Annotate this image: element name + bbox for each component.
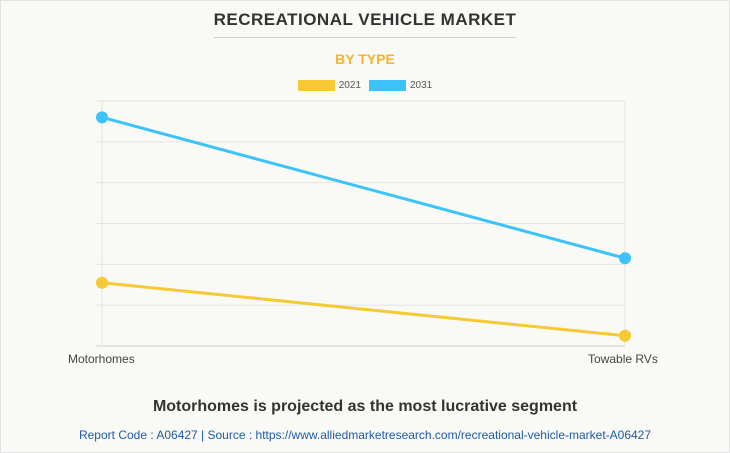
legend-label-2031: 2031 xyxy=(410,80,433,91)
data-point-2031-towable-rvs[interactable] xyxy=(619,252,631,265)
title-divider xyxy=(214,37,516,38)
chart-title: RECREATIONAL VEHICLE MARKET xyxy=(213,10,517,29)
x-tick-label-towable-rvs: Towable RVs xyxy=(588,352,658,366)
series-line-2021 xyxy=(101,281,626,338)
data-point-2021-motorhomes[interactable] xyxy=(96,276,108,289)
legend-swatch-2031 xyxy=(369,80,406,91)
chart-subtitle: BY TYPE xyxy=(335,51,395,67)
data-point-2021-towable-rvs[interactable] xyxy=(619,329,631,342)
x-tick-label-motorhomes: Motorhomes xyxy=(68,352,135,366)
source-line: Report Code : A06427 | Source : https://… xyxy=(78,428,652,442)
legend-item-2031: 2031 xyxy=(369,80,432,91)
chart-headline: Motorhomes is projected as the most lucr… xyxy=(152,398,578,415)
series-line-2031 xyxy=(101,115,626,260)
legend-item-2021: 2021 xyxy=(297,80,361,91)
legend-label-2021: 2021 xyxy=(338,80,361,91)
legend-swatch-2021 xyxy=(297,80,335,91)
chart-legend: 2021 2031 xyxy=(0,80,730,91)
data-point-2031-motorhomes[interactable] xyxy=(96,111,108,124)
